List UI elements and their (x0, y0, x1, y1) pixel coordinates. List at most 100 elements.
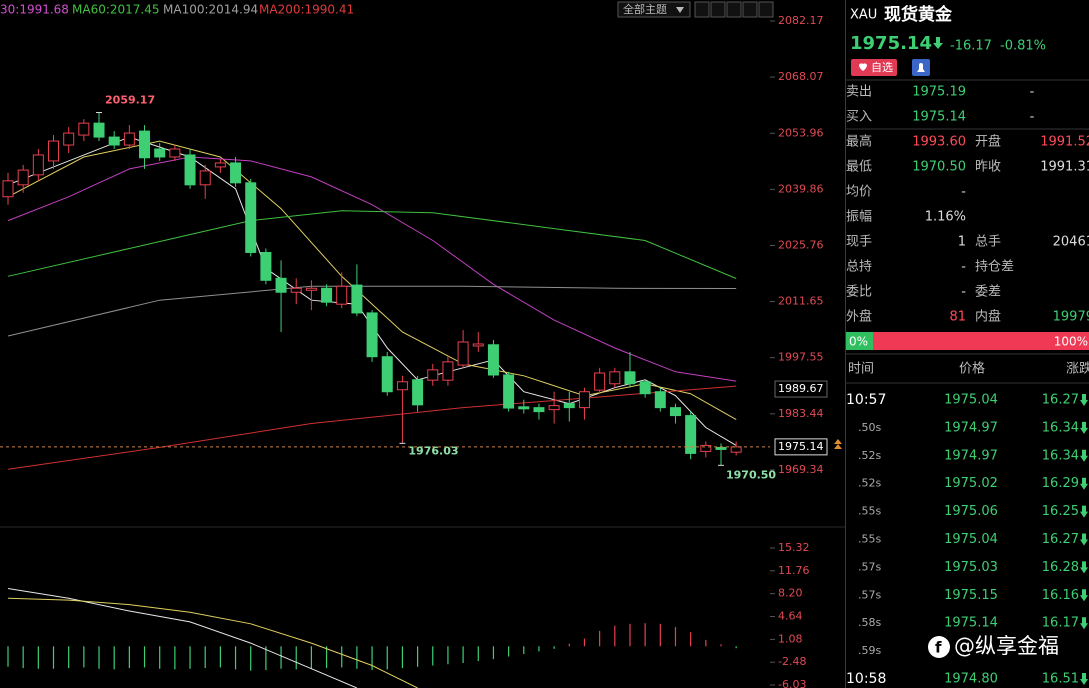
trade-price: 1974.97 (944, 448, 998, 463)
candle-body (594, 372, 606, 391)
candle-body (730, 446, 742, 453)
field-label: 最低 (846, 160, 872, 175)
candle-body (184, 154, 196, 186)
y-tick-label: 1.08 (778, 632, 803, 645)
candle-body (63, 132, 75, 146)
candle-body (715, 446, 727, 450)
trade-time: 10:58 (846, 671, 886, 687)
field-label: 外盘 (846, 309, 872, 325)
candle-body (169, 148, 181, 158)
candle-body (518, 406, 530, 410)
field-value: - (961, 185, 966, 200)
indicator-line (7, 156, 737, 382)
y-tick-label: 8.20 (778, 587, 803, 600)
field-label: 持仓差 (975, 260, 1014, 275)
trade-change: 16.16 (1042, 588, 1079, 603)
tool-icon[interactable] (710, 1, 726, 18)
price-change: -16.17 (950, 39, 992, 54)
y-tick-label: 2039.86 (778, 182, 824, 195)
dropdown-arrow (676, 7, 684, 13)
trade-change: 16.34 (1042, 420, 1079, 435)
indicator-line (7, 597, 418, 688)
y-tick-label: 15.32 (778, 541, 810, 554)
candle-body (685, 415, 697, 454)
candle-body (503, 374, 515, 409)
theme-button[interactable] (617, 1, 691, 18)
candle-body (457, 341, 469, 366)
field-label: 总持 (846, 260, 872, 275)
plots: 2082.17 2068.07 2053.96 2039.86 2025.76 2011.… (0, 3, 828, 688)
trade-price: 1974.97 (944, 420, 998, 435)
field-label: 卖出 (846, 85, 872, 100)
trade-price: 1974.80 (944, 672, 998, 687)
y-tick-label: -2.48 (778, 655, 806, 668)
trade-price: 1975.02 (944, 476, 998, 491)
watermark-text: @纵享金福 (954, 634, 1059, 658)
field-value: 81 (949, 310, 966, 325)
tool-icon[interactable] (758, 1, 774, 18)
field-value: 20461 (1053, 235, 1089, 250)
candle-body (32, 154, 44, 176)
tool-icon[interactable] (726, 1, 742, 18)
y-tick-label: 2082.17 (778, 14, 824, 27)
candle-body (412, 379, 424, 406)
field-label: 现手 (846, 235, 872, 250)
field-label: 委差 (975, 285, 1001, 300)
y-tick-label: 1997.55 (778, 351, 824, 364)
candle-body (139, 130, 151, 159)
price-marker: 1989.67 (778, 382, 824, 395)
field-label: 最高 (846, 134, 872, 150)
candle-body (639, 381, 651, 395)
field-label: 开盘 (975, 134, 1001, 150)
indicator-line (7, 285, 737, 337)
trade-down-arrow (1080, 505, 1088, 518)
field-label: 委比 (846, 285, 872, 300)
trade-change: 16.27 (1042, 393, 1079, 408)
candle-body (366, 312, 378, 358)
watermark-icon (928, 636, 950, 658)
trade-time: .52s (858, 477, 881, 490)
field-value: 1975.19 (912, 85, 966, 100)
tool-icon[interactable] (694, 1, 710, 18)
trade-change: 16.27 (1042, 532, 1079, 547)
field-value: - (1030, 110, 1035, 125)
candle-body (351, 284, 363, 314)
y-tick-label: 4.64 (778, 610, 803, 623)
candle-body (260, 251, 272, 281)
watch-label: 自选 (871, 61, 893, 74)
trade-price: 1975.14 (944, 616, 998, 631)
trade-time: .55s (858, 533, 881, 546)
y-tick-label: 1983.44 (778, 407, 824, 420)
trade-time: .50s (858, 421, 881, 434)
trade-time: .59s (858, 644, 881, 657)
y-tick-label: 2068.07 (778, 70, 824, 83)
field-label: 振幅 (846, 210, 872, 225)
bell-icon (917, 63, 925, 72)
trade-down-arrow (1080, 617, 1088, 630)
watermark: f @纵享金福 (928, 634, 1059, 658)
field-value: 1975.14 (912, 110, 966, 125)
candle-body (442, 361, 454, 381)
trade-down-arrow (1080, 589, 1088, 602)
candle-body (123, 132, 135, 146)
legend-entry: 30:1991.68 (0, 3, 69, 17)
symbol: XAU (850, 8, 877, 23)
trade-price: 1975.03 (944, 560, 998, 575)
field-value: 1 (958, 235, 966, 250)
trade-time: 10:57 (846, 392, 886, 408)
trade-price: 1975.15 (944, 588, 998, 603)
trade-change: 16.25 (1042, 504, 1079, 519)
watch-button[interactable] (851, 59, 897, 76)
extreme-label: 1976.03 (408, 444, 458, 457)
candle-body (396, 381, 408, 391)
main-chart: 2082.17 2068.07 2053.96 2039.86 2025.76 2011.… (0, 3, 828, 481)
field-label: 总手 (975, 235, 1001, 250)
indicator-line (7, 210, 737, 279)
candle-body (305, 287, 317, 291)
trade-down-arrow (1080, 673, 1088, 685)
y-tick-label: 2025.76 (778, 238, 824, 251)
tool-icon[interactable] (742, 1, 758, 18)
trade-price: 1975.04 (944, 532, 998, 547)
candle-body (563, 403, 575, 409)
field-value: 1991.52 (1040, 135, 1089, 150)
